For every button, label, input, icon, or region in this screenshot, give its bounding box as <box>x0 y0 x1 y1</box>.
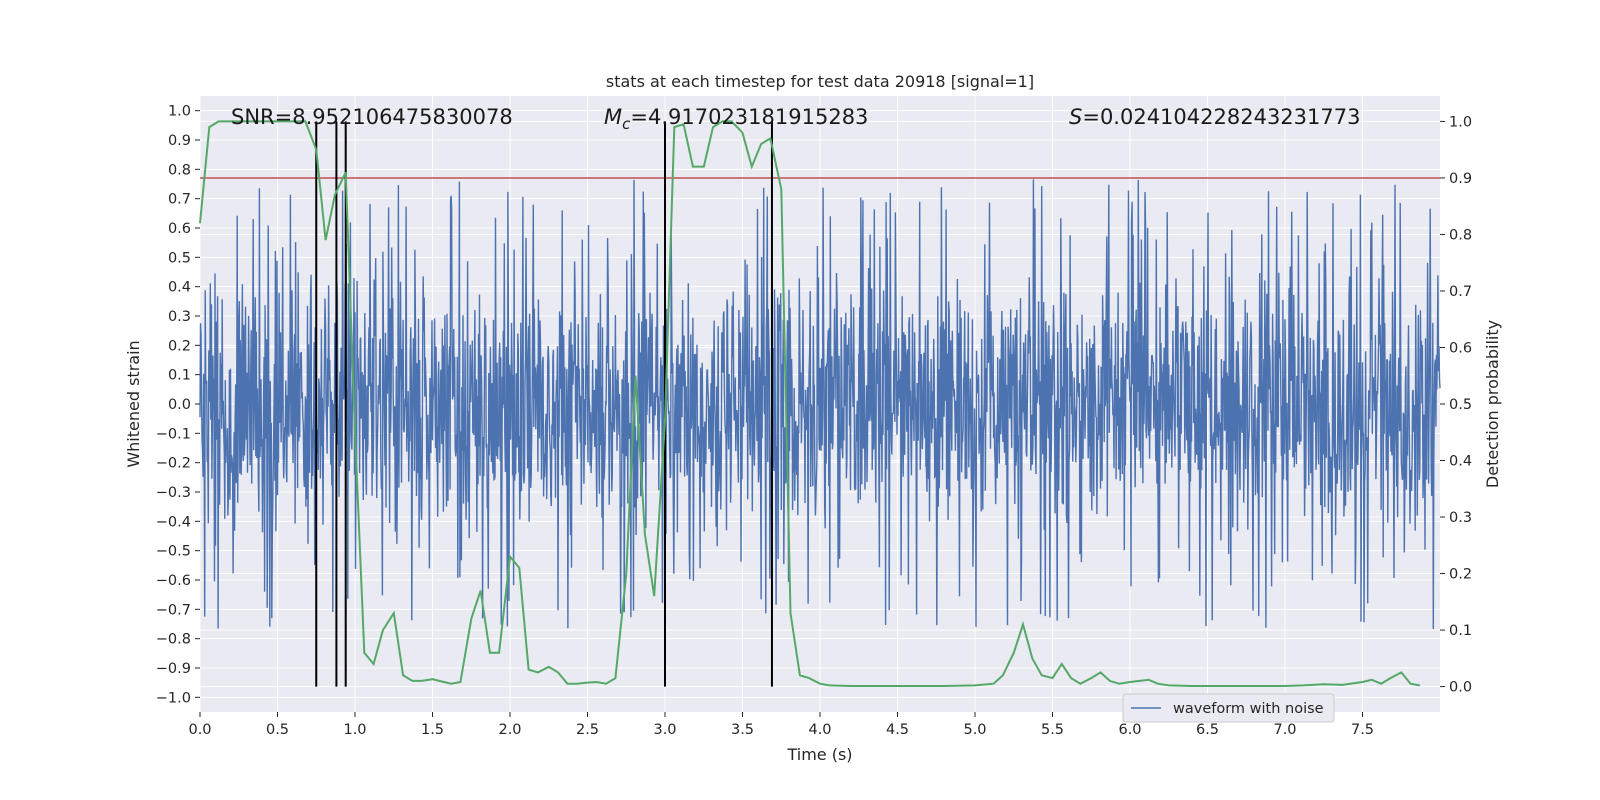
y-left-tick-label: 0.4 <box>168 280 191 296</box>
waveform-series <box>199 179 1441 630</box>
x-axis-ticks: 0.0 0.5 1.0 1.5 2.0 2.5 3.0 3.5 4.0 4.5 5.0 5.5 6.0 6… <box>188 712 1374 738</box>
y-right-tick-label: 0.0 <box>1449 680 1472 696</box>
y-right-tick-label: 0.9 <box>1449 171 1472 187</box>
snr-annotation: SNR=8.952106475830078 <box>231 105 513 129</box>
legend-label-waveform: waveform with noise <box>1173 701 1324 717</box>
y-left-axis-label: Whitened strain <box>124 340 143 467</box>
y-right-tick-label: 0.6 <box>1449 340 1472 356</box>
y-left-tick-label: −0.3 <box>156 485 191 501</box>
y-left-axis-ticks: −1.0 −0.9 −0.8 −0.7 −0.6 −0.5 −0.4 −0.3 −0.2 −0.1… <box>156 104 200 706</box>
waveform-line <box>199 179 1441 630</box>
y-left-tick-label: 0.0 <box>168 397 191 413</box>
y-left-tick-label: 0.5 <box>168 250 191 266</box>
y-left-tick-label: −0.4 <box>156 514 191 530</box>
mc-subscript: c <box>622 115 631 133</box>
y-right-tick-label: 0.1 <box>1449 623 1472 639</box>
x-tick-label: 1.0 <box>343 722 366 738</box>
x-tick-label: 2.0 <box>498 722 521 738</box>
chart-title: stats at each timestep for test data 209… <box>606 72 1034 91</box>
x-tick-label: 7.0 <box>1273 722 1296 738</box>
x-tick-label: 4.5 <box>886 722 909 738</box>
y-left-tick-label: 0.6 <box>168 221 191 237</box>
y-left-tick-label: −0.6 <box>156 573 191 589</box>
y-left-tick-label: −0.2 <box>156 456 191 472</box>
s-value: =0.024104228243231773 <box>1082 105 1360 129</box>
x-tick-label: 5.5 <box>1041 722 1064 738</box>
legend-box <box>1122 693 1335 723</box>
y-right-tick-label: 0.7 <box>1449 284 1472 300</box>
x-tick-label: 1.5 <box>421 722 444 738</box>
x-tick-label: 3.5 <box>731 722 754 738</box>
probability-series <box>199 120 1420 687</box>
mc-value: =4.917023181915283 <box>630 105 868 129</box>
x-tick-label: 0.5 <box>266 722 289 738</box>
y-right-tick-label: 0.5 <box>1449 397 1472 413</box>
y-right-axis-ticks: 0.0 0.1 0.2 0.3 0.4 0.5 0.6 0.7 0.8 0.9 1.0 <box>1440 114 1472 696</box>
x-tick-label: 2.5 <box>576 722 599 738</box>
mc-symbol: M <box>604 105 622 129</box>
x-tick-label: 5.0 <box>963 722 986 738</box>
x-tick-label: 4.0 <box>808 722 831 738</box>
y-left-tick-label: 0.2 <box>168 338 191 354</box>
y-left-tick-label: 0.7 <box>168 192 191 208</box>
y-left-tick-label: 0.8 <box>168 162 191 178</box>
probability-line <box>199 120 1420 687</box>
y-right-tick-label: 0.4 <box>1449 454 1472 470</box>
y-right-tick-label: 0.3 <box>1449 510 1472 526</box>
y-left-tick-label: −0.8 <box>156 632 191 648</box>
x-tick-label: 3.0 <box>653 722 676 738</box>
y-right-axis-label: Detection probability <box>1483 320 1502 488</box>
y-left-tick-label: 0.1 <box>168 368 191 384</box>
y-left-tick-label: −0.5 <box>156 544 191 560</box>
x-tick-label: 6.5 <box>1196 722 1219 738</box>
y-left-tick-label: 1.0 <box>168 104 191 120</box>
legend: waveform with noise <box>1122 693 1335 723</box>
y-left-tick-label: −0.9 <box>156 661 191 677</box>
y-right-tick-label: 0.2 <box>1449 567 1472 583</box>
x-axis-label: Time (s) <box>786 745 852 764</box>
y-left-tick-label: −0.7 <box>156 602 191 618</box>
y-right-tick-label: 0.8 <box>1449 227 1472 243</box>
y-left-tick-label: −0.1 <box>156 426 191 442</box>
mc-annotation: Mc=4.917023181915283 <box>604 105 868 133</box>
s-annotation: S=0.024104228243231773 <box>1069 105 1360 129</box>
y-left-tick-label: −1.0 <box>156 690 191 706</box>
x-tick-label: 6.0 <box>1118 722 1141 738</box>
y-left-tick-label: 0.3 <box>168 309 191 325</box>
y-right-tick-label: 1.0 <box>1449 114 1472 130</box>
y-left-tick-label: 0.9 <box>168 133 191 149</box>
x-tick-label: 7.5 <box>1351 722 1374 738</box>
s-symbol: S <box>1069 105 1082 129</box>
x-tick-label: 0.0 <box>188 722 211 738</box>
